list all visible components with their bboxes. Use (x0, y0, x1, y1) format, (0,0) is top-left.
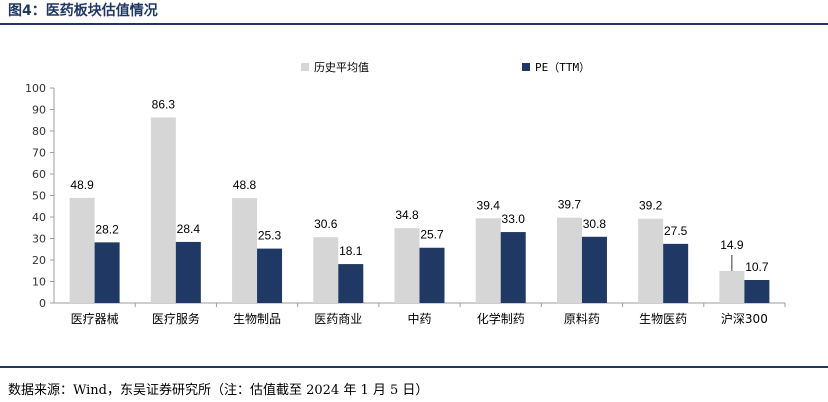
bar (232, 198, 258, 303)
bar (313, 237, 339, 303)
y-tick-label: 20 (32, 254, 46, 267)
bar (475, 218, 501, 303)
category-label: 医疗服务 (152, 311, 200, 326)
source-note: 数据来源：Wind，东吴证券研究所（注：估值截至 2024 年 1 月 5 日） (8, 383, 429, 398)
data-label: 28.2 (95, 222, 119, 236)
y-tick-label: 100 (25, 82, 46, 95)
data-label: 18.1 (339, 244, 363, 258)
category-label: 生物制品 (233, 312, 281, 326)
category-label: 医药商业 (314, 311, 362, 326)
bottom-rule (0, 366, 828, 368)
y-tick-label: 90 (32, 104, 46, 117)
category-label: 原料药 (564, 312, 600, 326)
bar (150, 117, 176, 303)
y-tick-label: 40 (32, 211, 46, 224)
bar (419, 247, 445, 303)
data-label: 33.0 (502, 212, 526, 226)
category-label: 中药 (407, 311, 431, 326)
y-tick-label: 70 (32, 147, 46, 160)
bar (175, 241, 201, 303)
data-label: 28.4 (177, 222, 201, 236)
data-label: 30.8 (583, 217, 607, 231)
legend-label: PE（TTM） (535, 61, 590, 74)
bar (719, 270, 745, 303)
legend-swatch (522, 63, 530, 71)
bar (394, 228, 420, 303)
bar (94, 242, 120, 303)
top-rule (0, 23, 828, 25)
y-tick-label: 60 (32, 168, 46, 181)
figure-title: 图4：医药板块估值情况 (8, 3, 158, 19)
y-tick-label: 0 (39, 297, 46, 310)
y-tick-label: 10 (32, 276, 46, 289)
bar (581, 236, 607, 303)
data-label: 34.8 (395, 208, 419, 222)
data-label: 48.9 (70, 178, 94, 192)
category-label: 医疗器械 (71, 311, 119, 326)
y-tick-label: 80 (32, 125, 46, 138)
bar (500, 232, 526, 303)
y-tick-label: 50 (32, 190, 46, 203)
bar (69, 197, 95, 303)
data-label: 39.2 (639, 199, 663, 213)
bar (338, 264, 364, 303)
data-label: 39.4 (477, 198, 501, 212)
data-label: 14.9 (720, 238, 744, 252)
data-label: 86.3 (152, 97, 176, 111)
data-label: 10.7 (745, 260, 769, 274)
data-label: 48.8 (233, 178, 257, 192)
bar (556, 217, 582, 303)
bar (257, 248, 283, 303)
bar-chart: 0 10 20 30 40 50 60 70 80 90 100 医疗器械 48.9 28.2 医疗服务 86… (25, 61, 786, 326)
category-label: 沪深300 (721, 312, 768, 326)
data-label: 27.5 (664, 224, 688, 238)
legend-swatch (301, 63, 309, 71)
bar (638, 218, 664, 303)
data-label: 30.6 (314, 217, 338, 231)
category-label: 生物医药 (639, 312, 687, 326)
bar (744, 279, 770, 303)
data-label: 39.7 (558, 198, 582, 212)
y-tick-label: 30 (32, 233, 46, 246)
category-label: 化学制药 (477, 311, 525, 326)
legend-label: 历史平均值 (314, 61, 369, 74)
data-label: 25.7 (420, 228, 444, 242)
data-label: 25.3 (258, 229, 282, 243)
bar (663, 243, 689, 303)
